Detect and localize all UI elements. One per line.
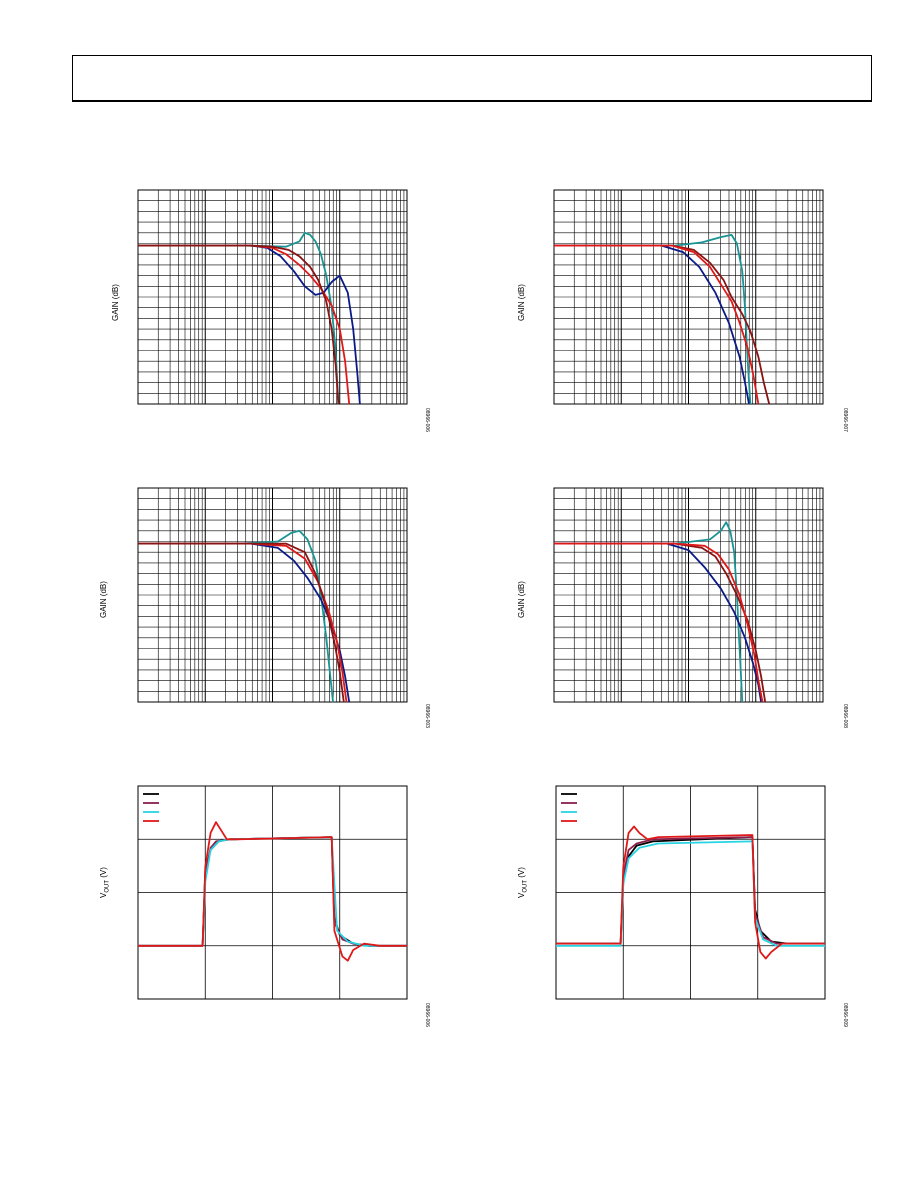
figure-1: GAIN (dB) 08966-006 (105, 180, 430, 440)
figure-2: GAIN (dB) 08966-007 (517, 180, 848, 440)
series-line-teal (138, 231, 340, 405)
plot-frame (555, 785, 826, 1000)
series-line-red (556, 825, 825, 960)
figure-6-y-axis-label-main: V (517, 892, 526, 898)
plot-frame (137, 189, 408, 405)
series-line-navy (138, 244, 361, 405)
series-line-red (554, 244, 760, 405)
figure-1-y-axis-label: GAIN (dB) (111, 284, 120, 321)
series-line-teal (138, 529, 334, 703)
series-line-red (138, 821, 407, 962)
figure-5-y-axis-label: VOUT (V) (99, 867, 111, 898)
figure-6: VOUT (V) 08966-009 (517, 778, 848, 1038)
figure-3-chart (137, 487, 408, 703)
figure-4-chart (553, 487, 824, 703)
series-line-darkred (138, 542, 345, 703)
figure-6-y-axis-label-sub: OUT (522, 879, 529, 893)
figure-1-id: 08966-006 (424, 408, 430, 432)
series-line-red (138, 244, 351, 405)
figure-3-y-axis-label: GAIN (dB) (99, 581, 108, 618)
series-line-darkred (554, 244, 771, 405)
series-line-darkred (138, 244, 340, 405)
figure-4-id: 08966-008 (842, 704, 848, 728)
series-line-teal (554, 234, 752, 405)
series-line-navy (138, 542, 351, 703)
figure-2-id: 08966-007 (842, 408, 848, 432)
figure-5-id: 08966-006 (424, 1003, 430, 1027)
series-line-navy (554, 244, 750, 405)
page-header-box (72, 55, 872, 102)
plot-frame (553, 487, 824, 703)
series-line-red (138, 542, 348, 703)
series-line-navy (554, 542, 762, 703)
plot-frame (137, 785, 408, 1000)
plot-frame (553, 189, 824, 405)
figure-4-y-axis-label: GAIN (dB) (517, 581, 526, 618)
figure-3-id: 08966-003 (424, 704, 430, 728)
figure-4: GAIN (dB) 08966-008 (517, 478, 848, 738)
figure-2-chart (553, 189, 824, 405)
figure-6-chart (555, 785, 826, 1000)
figure-5-y-axis-label-sub: OUT (104, 879, 111, 893)
figure-6-y-axis-label: VOUT (V) (517, 867, 529, 898)
plot-frame (137, 487, 408, 703)
figure-5-y-axis-label-tail: (V) (99, 867, 108, 880)
series-line-red (554, 542, 764, 703)
figure-5-chart (137, 785, 408, 1000)
figure-6-y-axis-label-tail: (V) (517, 867, 526, 880)
figure-2-y-axis-label: GAIN (dB) (517, 284, 526, 321)
figure-3: GAIN (dB) 08966-003 (99, 478, 430, 738)
figure-1-chart (137, 189, 408, 405)
figure-5-y-axis-label-main: V (99, 892, 108, 898)
series-line-teal (554, 521, 744, 703)
series-line-darkred (554, 542, 767, 703)
figure-5: VOUT (V) 08966-006 (99, 778, 430, 1038)
figure-6-id: 08966-009 (842, 1003, 848, 1027)
